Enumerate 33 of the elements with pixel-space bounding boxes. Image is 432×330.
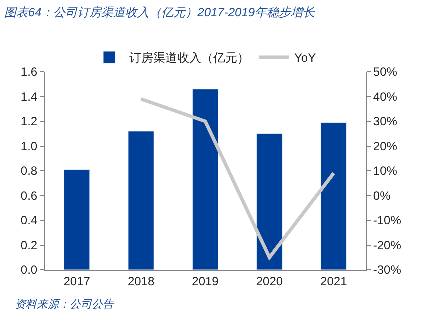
y-tick-label: 1.6 (20, 65, 38, 80)
bar (256, 134, 283, 270)
legend-label: 订房渠道收入（亿元） (130, 51, 250, 66)
x-tick-label: 2018 (128, 274, 155, 288)
y-tick-label: 1.4 (20, 90, 38, 104)
bar (192, 89, 219, 270)
y-tick-label: 0.2 (20, 238, 38, 252)
y2-tick-label: 20% (373, 139, 398, 154)
y-tick-label: 0.0 (20, 263, 38, 278)
y-tick-label: 1.2 (20, 114, 38, 129)
y2-tick-label: -10% (373, 214, 402, 228)
chart-title: 图表64：公司订房渠道收入（亿元）2017-2019年稳步增长 (4, 6, 316, 20)
y2-tick-label: -30% (373, 263, 402, 278)
bar (64, 170, 90, 270)
y-tick-label: 0.4 (20, 214, 38, 228)
text: 资料来源：公司公告 (15, 298, 115, 311)
x-tick-label: 2019 (192, 274, 220, 288)
y2-tick-label: 0% (373, 188, 392, 203)
x-tick-label: 2021 (320, 274, 348, 288)
legend-label: YoY (294, 51, 316, 66)
x-tick-label: 2020 (256, 274, 284, 288)
y2-tick-label: 10% (373, 164, 398, 178)
y2-tick-label: 40% (373, 90, 398, 104)
y-tick-label: 1.0 (20, 139, 38, 154)
y2-tick-label: 50% (373, 65, 398, 80)
line-series (140, 97, 336, 260)
y2-tick-label: 30% (373, 114, 398, 129)
y-tick-label: 0.6 (20, 188, 38, 203)
bar (128, 131, 154, 270)
y-tick-label: 0.8 (20, 164, 38, 178)
y2-tick-label: -20% (373, 238, 402, 252)
x-tick-label: 2017 (64, 274, 91, 288)
bar (320, 122, 347, 270)
